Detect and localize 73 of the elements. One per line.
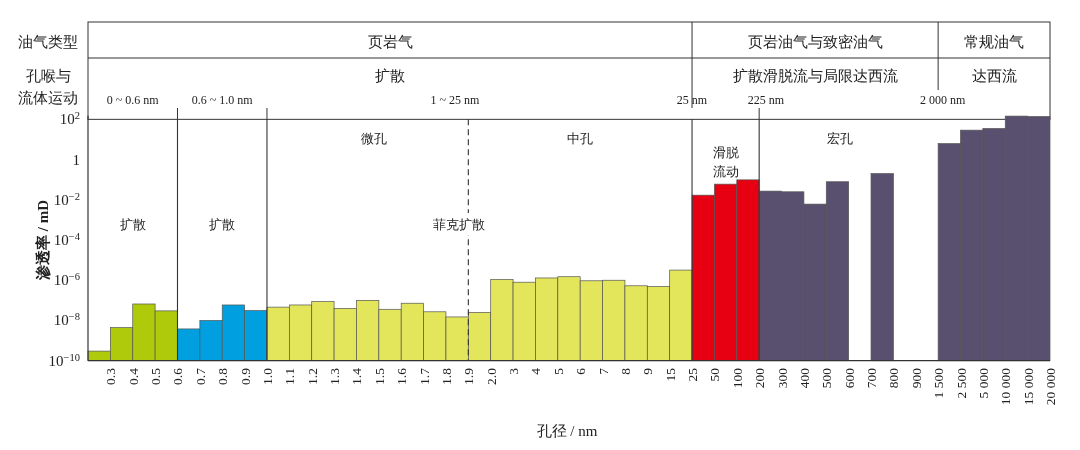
x-tick-label: 1.4: [349, 367, 365, 385]
x-tick-label: 0.7: [192, 367, 208, 385]
text: 油气类型: [18, 34, 78, 50]
text: 0 ~ 0.6 nm: [106, 93, 160, 107]
x-tick-label: 0.6: [170, 367, 186, 385]
annotation: 滑脱流动: [712, 145, 739, 179]
annotation: 扩散: [119, 217, 146, 232]
annotation: 扩散: [209, 217, 236, 232]
x-tick-label: 800: [886, 367, 902, 389]
text: 扩散: [375, 68, 406, 84]
x-tick-label: 1.6: [394, 367, 410, 385]
x-tick-label: 500: [819, 367, 835, 389]
text: 2 000 nm: [919, 93, 966, 107]
x-tick-label: 6: [573, 367, 589, 375]
x-tick-label: 200: [752, 367, 768, 389]
text: 225 nm: [747, 93, 785, 107]
x-tick-label: 0.9: [237, 367, 253, 385]
x-axis-title: 孔径 / nm: [536, 423, 598, 439]
annotation: 中孔: [567, 131, 594, 146]
x-tick-label: 900: [908, 367, 924, 389]
x-tick-label: 1.9: [461, 367, 477, 385]
x-tick-label: 2.0: [483, 367, 499, 385]
annotation: 宏孔: [826, 131, 853, 146]
text: 页岩油气与致密油气: [747, 34, 883, 50]
annotation: 微孔: [361, 131, 388, 146]
text: 孔喉与流体运动: [18, 68, 78, 106]
x-tick-label: 2 500: [953, 367, 969, 399]
y-axis-title: 渗透率 / mD: [34, 199, 51, 281]
text: 达西流: [971, 68, 1017, 84]
x-tick-label: 5 000: [975, 367, 991, 399]
y-tick-label: 10$^{−8}$: [53, 310, 80, 329]
x-tick-label: 5: [550, 367, 566, 375]
x-tick-label: 1.2: [304, 368, 320, 385]
x-tick-label: 3: [506, 367, 522, 375]
y-tick-label: 1: [72, 151, 80, 168]
x-tick-label: 10 000: [998, 367, 1014, 406]
x-tick-label: 1.5: [371, 367, 387, 385]
annotation: 菲克扩散: [433, 217, 486, 232]
x-tick-label: 8: [617, 367, 633, 375]
text: 1 ~ 25 nm: [430, 93, 480, 107]
x-tick-label: 600: [841, 367, 857, 389]
text: 25 nm: [676, 93, 708, 107]
x-tick-label: 25: [685, 367, 701, 382]
x-tick-label: 15: [662, 367, 678, 382]
x-tick-label: 15 000: [1020, 367, 1036, 406]
x-tick-label: 0.5: [148, 367, 164, 385]
x-tick-label: 7: [595, 367, 611, 375]
x-tick-label: 20 000: [1043, 367, 1058, 406]
y-tick-label: 10$^{2}$: [59, 109, 80, 128]
x-tick-label: 1.1: [282, 368, 298, 385]
x-tick-label: 300: [774, 367, 790, 389]
text: 0.6 ~ 1.0 nm: [191, 93, 254, 107]
x-tick-label: 50: [707, 367, 723, 382]
y-tick-label: 10$^{−4}$: [53, 230, 81, 249]
x-tick-label: 9: [640, 367, 656, 375]
x-tick-label: 1.0: [259, 367, 275, 385]
y-tick-label: 10$^{−6}$: [53, 270, 80, 289]
x-tick-label: 400: [796, 367, 812, 389]
text: 常规油气: [964, 34, 1025, 50]
x-tick-label: 1.7: [416, 367, 432, 385]
text: 页岩气: [367, 34, 413, 50]
x-tick-label: 4: [528, 367, 544, 375]
x-tick-label: 1 500: [931, 367, 947, 399]
text: 扩散滑脱流与局限达西流: [732, 68, 898, 84]
y-tick-label: 10$^{−10}$: [48, 351, 80, 369]
x-tick-label: 0.8: [215, 367, 231, 385]
x-tick-label: 1.3: [327, 367, 343, 385]
y-tick-label: 10$^{−2}$: [53, 190, 80, 208]
x-tick-label: 0.3: [103, 367, 119, 385]
x-tick-label: 700: [864, 367, 880, 389]
x-tick-label: 0.4: [125, 367, 141, 385]
x-tick-label: 1.8: [438, 367, 454, 385]
x-tick-label: 100: [729, 367, 745, 389]
